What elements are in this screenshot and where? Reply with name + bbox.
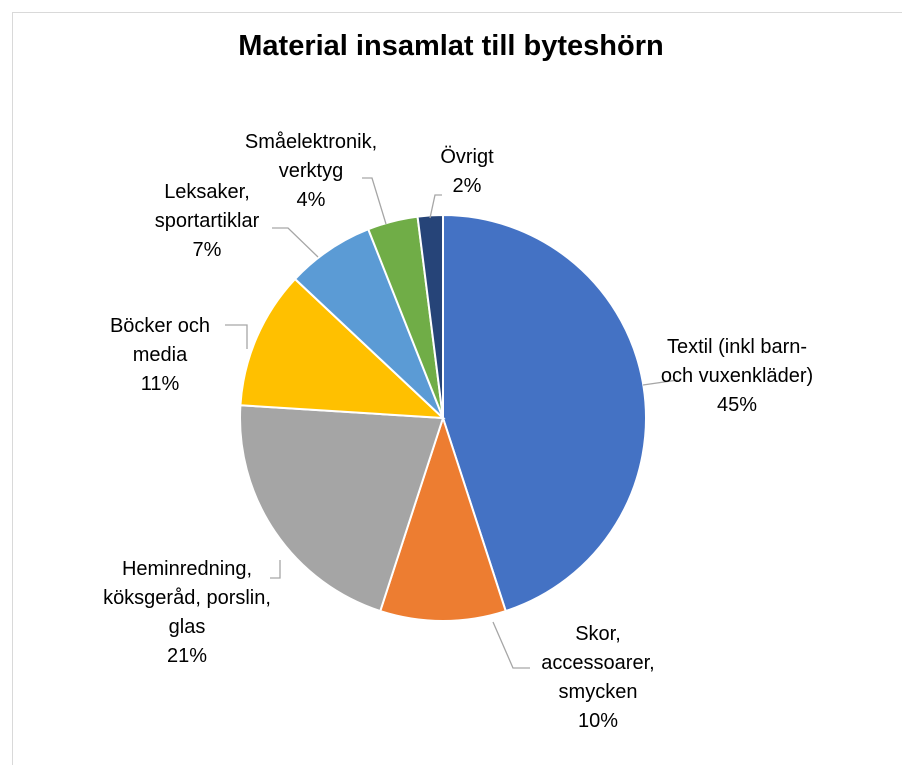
value-label: 10% [577,710,619,732]
slice-label: Skor, accessoarer, smycken [541,623,655,703]
value-label: 21% [166,645,208,667]
value-label: 2% [452,175,482,197]
slice-label: Leksaker, sportartiklar [154,181,260,232]
pie-slice [442,213,647,613]
leader-line [362,177,387,225]
leader-line [429,194,442,219]
leader-line [225,324,248,349]
value-label: 7% [192,239,222,261]
pie-slice [379,414,507,622]
slice-label: Böcker och media [109,315,211,366]
slice-label: Textil (inkl barn- och vuxenkläder) [660,336,814,387]
value-label: 45% [716,394,758,416]
slice-label: Småelektronik, verktyg [244,131,378,182]
slice-label: Övrigt [440,146,494,168]
pie-slice [239,277,446,420]
value-label: 11% [140,373,180,395]
frame [12,12,902,765]
value-label: 4% [296,189,326,211]
leader-line [270,560,281,579]
pie-slice [239,404,445,613]
slice-label: Heminredning, köksgeråd, porslin, glas [103,558,271,638]
leader-line [492,621,530,669]
leader-line [272,227,319,258]
chart-title: Material insamlat till byteshörn [238,30,664,62]
leader-line [642,379,679,386]
